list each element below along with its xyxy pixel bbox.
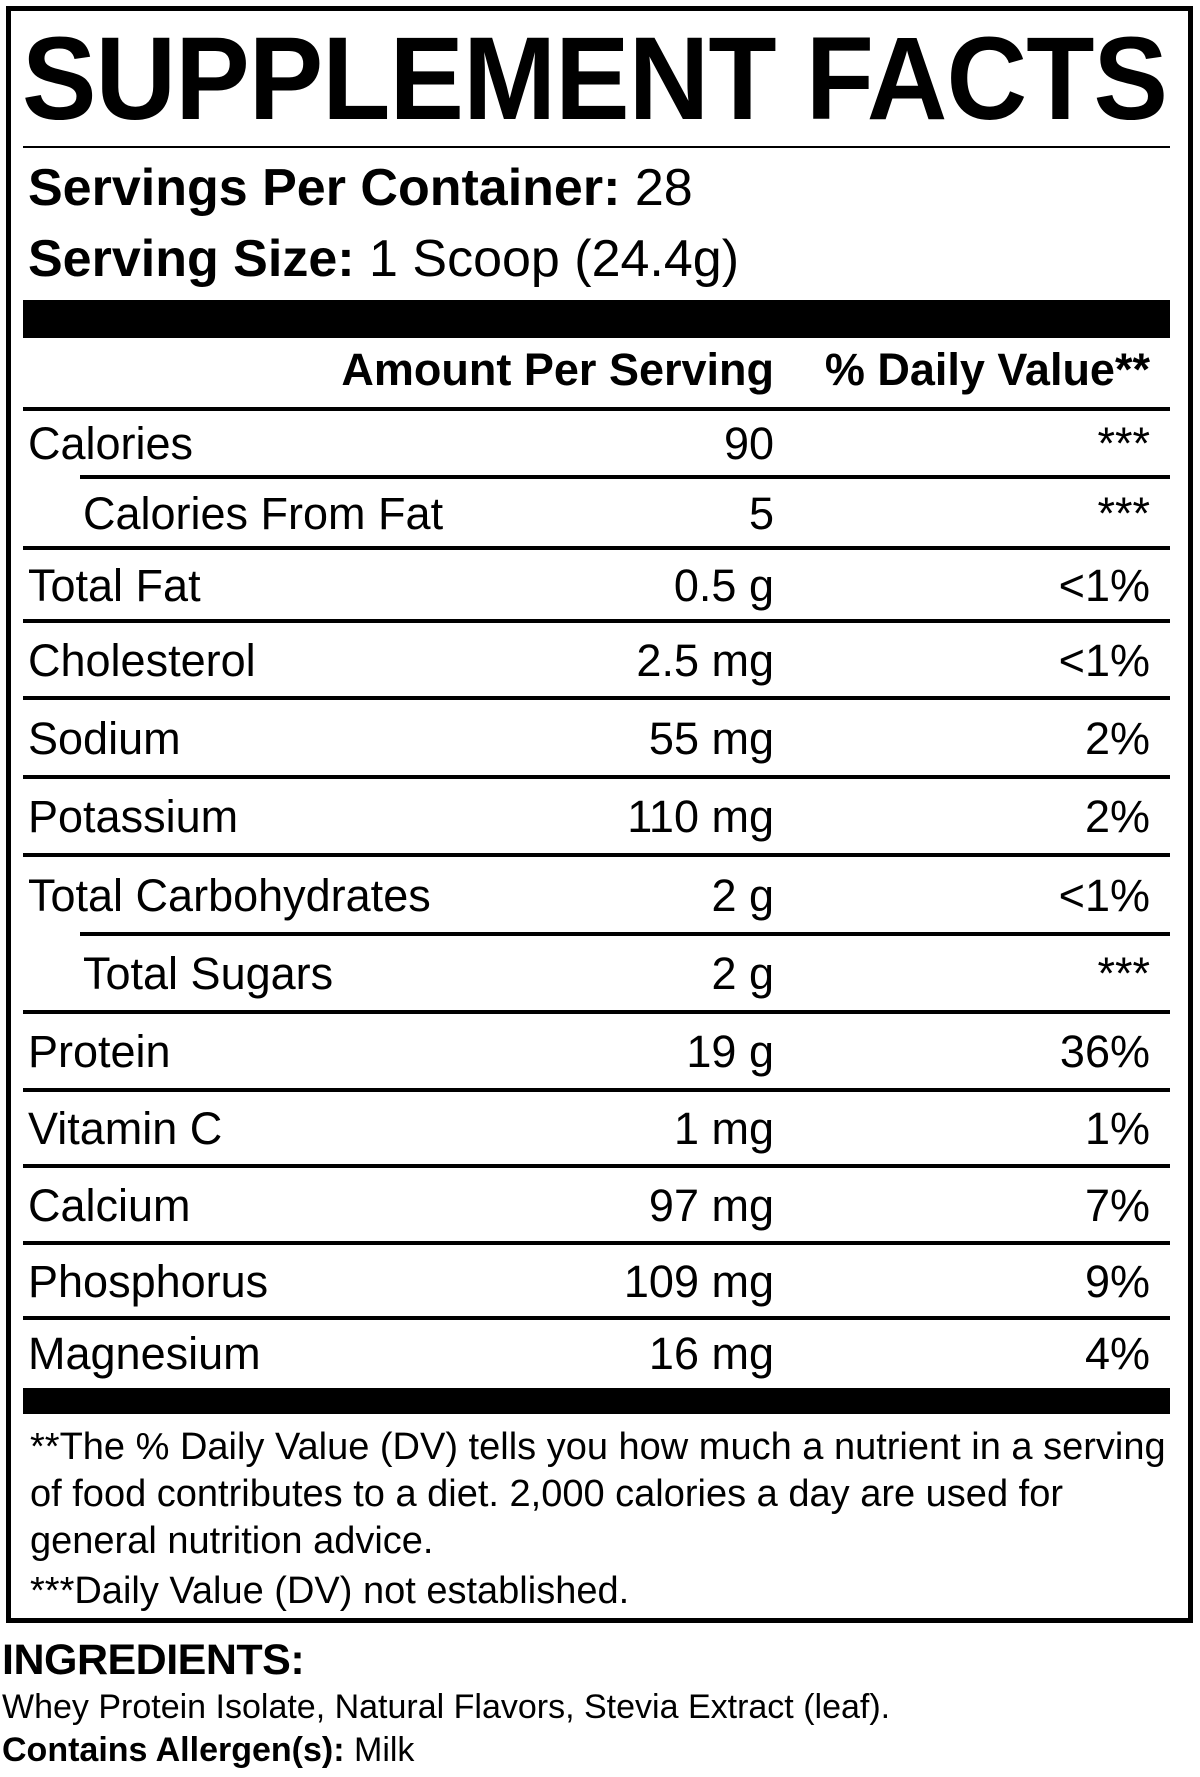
nutrient-amount: 97 mg [648,1179,774,1231]
nutrient-amount: 2 g [711,869,774,921]
nutrient-daily-value: *** [1097,948,1150,999]
nutrient-daily-value: 9% [1084,1255,1150,1307]
nutrient-row: Potassium 110 mg 2% [23,779,1170,855]
nutrient-amount: 0.5 g [673,559,774,611]
nutrient-row: Total Carbohydrates 2 g <1% [23,857,1170,934]
nutrient-amount: 2.5 mg [636,634,774,686]
nutrient-name: Total Sugars [83,948,334,999]
nutrient-row: Phosphorus 109 mg 9% [23,1245,1170,1318]
row-divider [23,1241,1170,1245]
allergen-value: Milk [354,1731,415,1769]
nutrient-row: Calories 90 *** [23,411,1170,477]
nutrient-row: Sodium 55 mg 2% [23,700,1170,777]
nutrient-amount: 5 [748,487,774,539]
ingredients-heading: INGREDIENTS: [2,1636,305,1684]
row-divider [23,619,1170,623]
nutrient-daily-value: 7% [1084,1179,1150,1231]
daily-value-header: % Daily Value** [824,344,1150,395]
serving-size: Serving Size: 1 Scoop (24.4g) [28,229,739,289]
nutrient-name: Cholesterol [28,634,256,686]
serving-size-label: Serving Size: [28,230,355,288]
ingredients-text: Whey Protein Isolate, Natural Flavors, S… [2,1688,891,1726]
servings-label: Servings Per Container: [28,159,621,217]
row-divider [23,546,1170,550]
row-divider [23,853,1170,857]
nutrient-amount: 2 g [711,948,774,999]
nutrient-name: Sodium [28,712,181,764]
nutrient-daily-value: 1% [1084,1103,1150,1154]
nutrient-amount: 110 mg [627,791,774,842]
thick-divider-top [23,300,1170,338]
allergen-label: Contains Allergen(s): [2,1731,345,1769]
nutrient-name: Calories [28,418,194,469]
panel-title: SUPPLEMENT FACTS [22,13,1168,145]
nutrient-name: Phosphorus [28,1255,269,1307]
not-established-footnote: ***Daily Value (DV) not established. [30,1570,630,1612]
row-divider [23,775,1170,779]
row-divider [23,1164,1170,1168]
nutrient-name: Total Carbohydrates [28,869,431,921]
nutrient-daily-value: <1% [1058,869,1150,921]
nutrient-daily-value: <1% [1058,634,1150,686]
nutrient-daily-value: *** [1097,418,1150,469]
servings-per-container: Servings Per Container: 28 [28,158,693,218]
nutrient-name: Total Fat [28,559,201,611]
nutrient-daily-value: 2% [1084,791,1150,842]
nutrient-name: Potassium [28,791,239,842]
nutrient-row: Cholesterol 2.5 mg <1% [23,623,1170,698]
serving-size-value: 1 Scoop (24.4g) [369,230,740,288]
nutrient-daily-value: <1% [1058,559,1150,611]
row-divider [23,1316,1170,1320]
nutrient-row: Protein 19 g 36% [23,1014,1170,1090]
title-divider [23,146,1170,148]
servings-value: 28 [634,159,693,217]
nutrient-row: Calories From Fat 5 *** [23,479,1170,548]
nutrient-amount: 109 mg [623,1255,774,1307]
thick-divider-bottom [23,1388,1170,1414]
nutrient-name: Calories From Fat [83,487,444,539]
row-divider [80,932,1170,936]
row-divider [80,475,1170,479]
nutrient-name: Vitamin C [28,1103,223,1154]
nutrient-name: Magnesium [28,1328,261,1379]
nutrient-daily-value: 4% [1084,1328,1150,1379]
nutrient-amount: 55 mg [648,712,774,764]
nutrient-amount: 19 g [686,1026,774,1077]
nutrient-amount: 16 mg [648,1328,774,1379]
nutrient-daily-value: 36% [1059,1026,1150,1077]
nutrient-row: Calcium 97 mg 7% [23,1168,1170,1243]
row-divider [23,407,1170,411]
nutrient-row: Vitamin C 1 mg 1% [23,1092,1170,1166]
row-divider [23,1010,1170,1014]
nutrient-row: Total Fat 0.5 g <1% [23,550,1170,621]
nutrient-name: Protein [28,1026,171,1077]
nutrient-amount: 90 [723,418,774,469]
nutrient-row: Total Sugars 2 g *** [23,936,1170,1012]
row-divider [23,696,1170,700]
row-divider [23,1088,1170,1092]
nutrient-name: Calcium [28,1179,191,1231]
nutrient-daily-value: 2% [1084,712,1150,764]
nutrient-row: Magnesium 16 mg 4% [23,1320,1170,1388]
daily-value-footnote: **The % Daily Value (DV) tells you how m… [30,1426,1166,1562]
amount-per-serving-header: Amount Per Serving [341,344,774,395]
nutrient-daily-value: *** [1097,487,1150,539]
allergen-statement: Contains Allergen(s): Milk [2,1729,414,1771]
nutrient-amount: 1 mg [673,1103,774,1154]
supplement-facts-panel [6,6,1193,1623]
